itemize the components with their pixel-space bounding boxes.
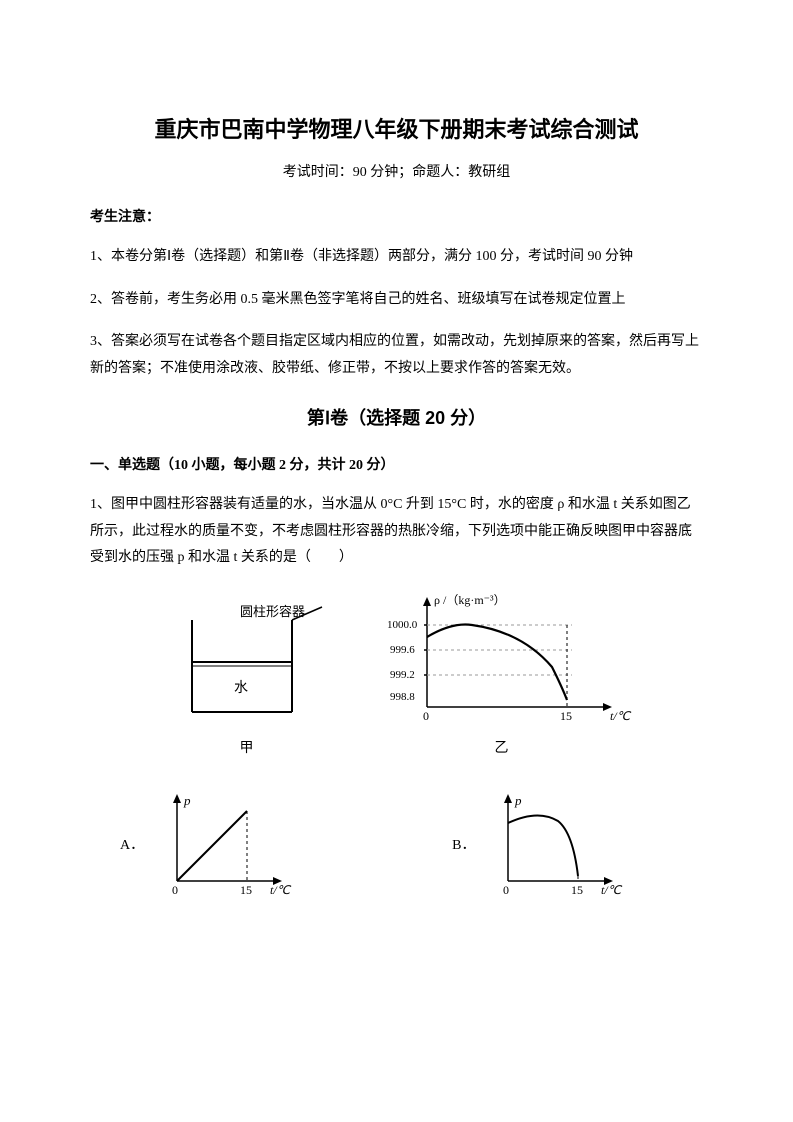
figure-caption-jia: 甲 <box>240 736 254 761</box>
density-xlabel: t/℃ <box>610 709 632 723</box>
container-svg: 圆柱形容器 水 <box>162 602 332 732</box>
svg-text:15: 15 <box>240 883 252 897</box>
figure-caption-yi: 乙 <box>495 736 509 761</box>
option-b: B． p 0 15 t/℃ <box>452 791 623 901</box>
svg-text:1000.0: 1000.0 <box>387 619 418 631</box>
water-label: 水 <box>234 680 248 696</box>
density-chart-svg: 1000.0 999.6 999.2 998.8 0 15 ρ /（kg·m⁻³… <box>372 592 632 732</box>
svg-text:t/℃: t/℃ <box>601 883 623 897</box>
section-1-title: 第Ⅰ卷（选择题 20 分） <box>90 402 703 434</box>
svg-text:998.8: 998.8 <box>390 691 415 703</box>
svg-text:p: p <box>183 793 191 808</box>
option-b-svg: p 0 15 t/℃ <box>483 791 623 901</box>
svg-text:0: 0 <box>503 883 509 897</box>
option-a-svg: p 0 15 t/℃ <box>152 791 292 901</box>
svg-text:999.6: 999.6 <box>390 644 415 656</box>
option-a-letter: A． <box>120 833 144 858</box>
svg-text:0: 0 <box>172 883 178 897</box>
notice-heading: 考生注意： <box>90 205 703 230</box>
svg-text:0: 0 <box>423 709 429 723</box>
notice-item-1: 1、本卷分第Ⅰ卷（选择题）和第Ⅱ卷（非选择题）两部分，满分 100 分，考试时间… <box>90 244 703 271</box>
figure-row-1: 圆柱形容器 水 甲 1000.0 999.6 999.2 998.8 0 15 <box>90 592 703 761</box>
svg-text:15: 15 <box>571 883 583 897</box>
svg-text:t/℃: t/℃ <box>270 883 292 897</box>
svg-text:p: p <box>514 793 522 808</box>
exam-subtitle: 考试时间：90 分钟；命题人：教研组 <box>90 160 703 185</box>
svg-text:15: 15 <box>560 709 572 723</box>
figure-density-chart: 1000.0 999.6 999.2 998.8 0 15 ρ /（kg·m⁻³… <box>372 592 632 761</box>
density-ylabel: ρ /（kg·m⁻³） <box>434 593 506 607</box>
option-b-letter: B． <box>452 833 475 858</box>
subsection-1: 一、单选题（10 小题，每小题 2 分，共计 20 分） <box>90 453 703 478</box>
figure-container: 圆柱形容器 水 甲 <box>162 602 332 761</box>
container-label: 圆柱形容器 <box>240 604 305 619</box>
option-a: A． p 0 15 t/℃ <box>120 791 292 901</box>
option-row-1: A． p 0 15 t/℃ B． p 0 15 t/℃ <box>90 791 703 901</box>
notice-item-2: 2、答卷前，考生务必用 0.5 毫米黑色签字笔将自己的姓名、班级填写在试卷规定位… <box>90 287 703 314</box>
exam-title: 重庆市巴南中学物理八年级下册期末考试综合测试 <box>90 110 703 150</box>
question-1: 1、图甲中圆柱形容器装有适量的水，当水温从 0°C 升到 15°C 时，水的密度… <box>90 492 703 572</box>
svg-text:999.2: 999.2 <box>390 669 415 681</box>
notice-item-3: 3、答案必须写在试卷各个题目指定区域内相应的位置，如需改动，先划掉原来的答案，然… <box>90 329 703 382</box>
